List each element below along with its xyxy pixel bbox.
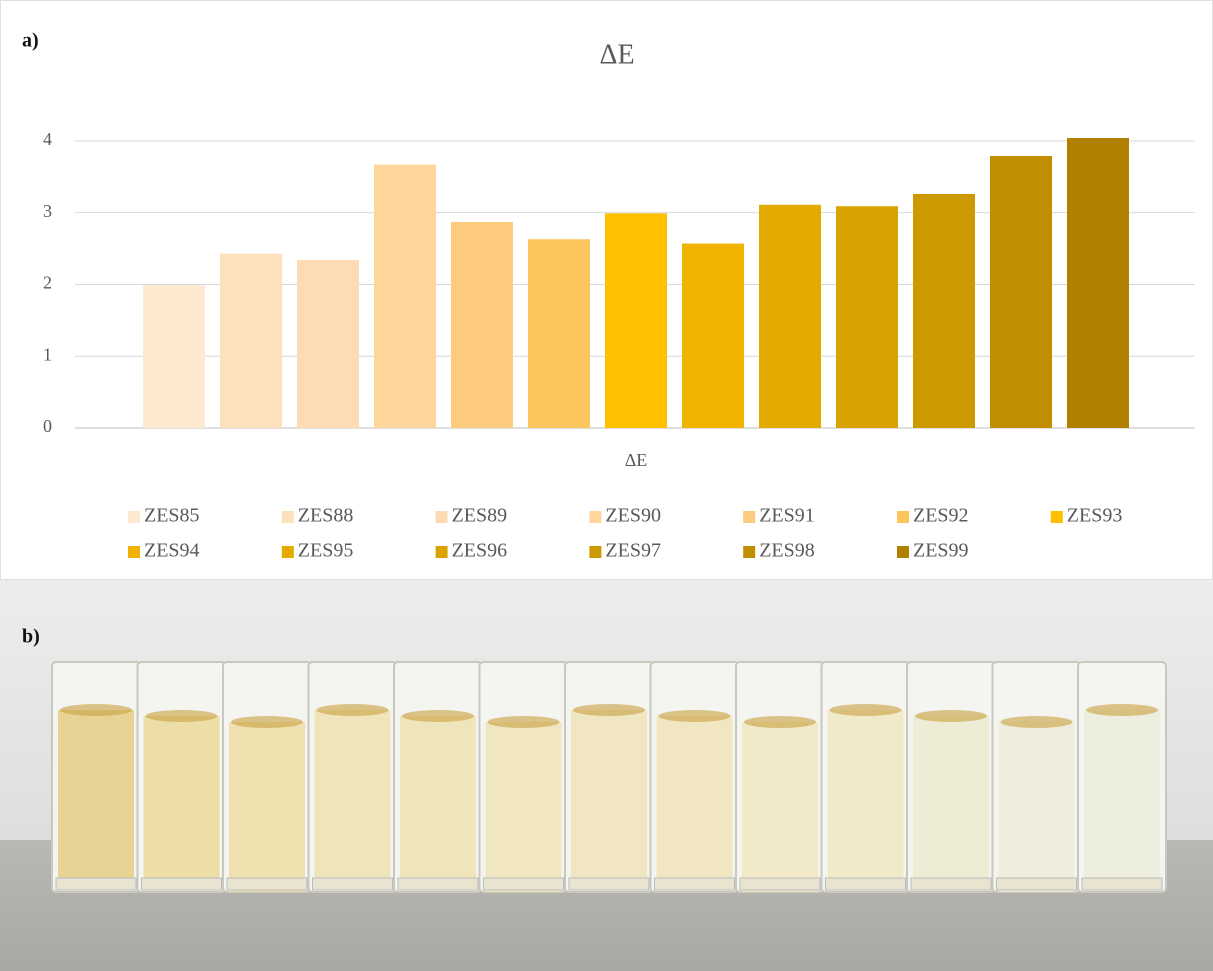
legend-label: ZES85 [144, 505, 200, 527]
y-tick-label: 1 [43, 344, 52, 364]
legend-label: ZES89 [452, 505, 508, 527]
cuvette-liquid [913, 716, 989, 886]
legend-swatch [743, 511, 756, 523]
cuvette-base [141, 877, 222, 891]
legend-swatch [435, 546, 448, 558]
legend-label: ZES97 [605, 540, 661, 562]
bar [759, 204, 821, 428]
cuvette-base [910, 877, 992, 891]
cuvette-meniscus [744, 716, 816, 728]
cuvette-liquid [1084, 710, 1160, 880]
cuvette-liquid [314, 710, 391, 880]
legend-swatch [589, 511, 602, 523]
cuvette-base [226, 877, 308, 891]
y-tick-label: 2 [43, 273, 52, 293]
legend-label: ZES96 [452, 540, 508, 562]
cuvette-meniscus [658, 710, 731, 722]
cuvette-meniscus [60, 704, 132, 716]
cuvette-base [654, 877, 735, 891]
cuvette-meniscus [487, 716, 560, 728]
photo: b) [0, 580, 1213, 971]
legend-label: ZES88 [298, 505, 354, 527]
cuvette-liquid [58, 710, 134, 880]
cuvette-liquid [827, 710, 904, 880]
cuvette-base [568, 877, 650, 891]
legend-label: ZES90 [605, 505, 661, 527]
cuvette-meniscus [231, 716, 303, 728]
legend-label: ZES94 [144, 540, 200, 562]
x-axis-label: ΔE [625, 450, 648, 470]
legend-label: ZES92 [913, 505, 969, 527]
bar [836, 206, 898, 428]
bar [1067, 138, 1129, 429]
cuvette-liquid [400, 716, 476, 886]
cuvette-liquid [998, 722, 1075, 892]
legend-label: ZES91 [759, 505, 815, 527]
cuvette-meniscus [1086, 704, 1158, 716]
legend-swatch [897, 546, 909, 558]
cuvette-liquid [656, 716, 733, 886]
cuvette-meniscus [402, 710, 474, 722]
bar [220, 253, 282, 428]
legend-label: ZES93 [1067, 505, 1123, 527]
chart: a) ΔE ΔE 0 1 2 3 4 ZES85 ZES88 ZES89 ZES90 ZES91 Z… [0, 0, 1213, 580]
panel-label: a) [22, 30, 39, 52]
bar [143, 285, 205, 428]
cuvette-meniscus [573, 704, 645, 716]
legend-label: ZES98 [759, 540, 815, 562]
bar [682, 243, 744, 428]
cuvette-base [397, 877, 479, 891]
bar [913, 194, 975, 428]
bar [451, 221, 513, 428]
cuvette-meniscus [915, 710, 987, 722]
cuvette-liquid [229, 722, 305, 892]
bar [374, 164, 436, 428]
legend-swatch [281, 546, 294, 558]
legend-swatch [589, 546, 602, 558]
bar [990, 155, 1052, 428]
legend-swatch [743, 546, 756, 558]
cuvette-liquid [742, 722, 818, 892]
cuvette-meniscus [316, 704, 389, 716]
legend-swatch [435, 511, 448, 523]
cuvette-base [996, 877, 1077, 891]
cuvette-liquid [485, 722, 562, 892]
legend-swatch [897, 511, 909, 523]
y-tick-label: 3 [43, 201, 52, 221]
legend-swatch [128, 511, 140, 523]
legend-label: ZES99 [913, 540, 969, 562]
legend-label: ZES95 [298, 540, 354, 562]
bar [528, 239, 590, 428]
legend-swatch [281, 511, 294, 523]
cuvette-base [312, 877, 393, 891]
cuvette-meniscus [829, 704, 902, 716]
cuvette-base [483, 877, 564, 891]
bar [605, 213, 667, 428]
cuvette-base [825, 877, 906, 891]
bar [297, 260, 359, 428]
cuvette-meniscus [145, 710, 218, 722]
panel-label: b) [22, 626, 40, 648]
cuvette-base [739, 877, 821, 891]
y-tick-label: 4 [43, 129, 52, 149]
chart-title: ΔE [599, 39, 634, 70]
cuvette-liquid [143, 716, 220, 886]
cuvettes [51, 661, 1167, 893]
cuvette-base [1081, 877, 1163, 891]
legend-swatch [128, 546, 140, 558]
cuvette-meniscus [1000, 716, 1073, 728]
legend-swatch [1050, 511, 1063, 523]
y-tick-label: 0 [43, 416, 52, 436]
cuvette-liquid [571, 710, 647, 880]
cuvette-base [55, 877, 137, 891]
